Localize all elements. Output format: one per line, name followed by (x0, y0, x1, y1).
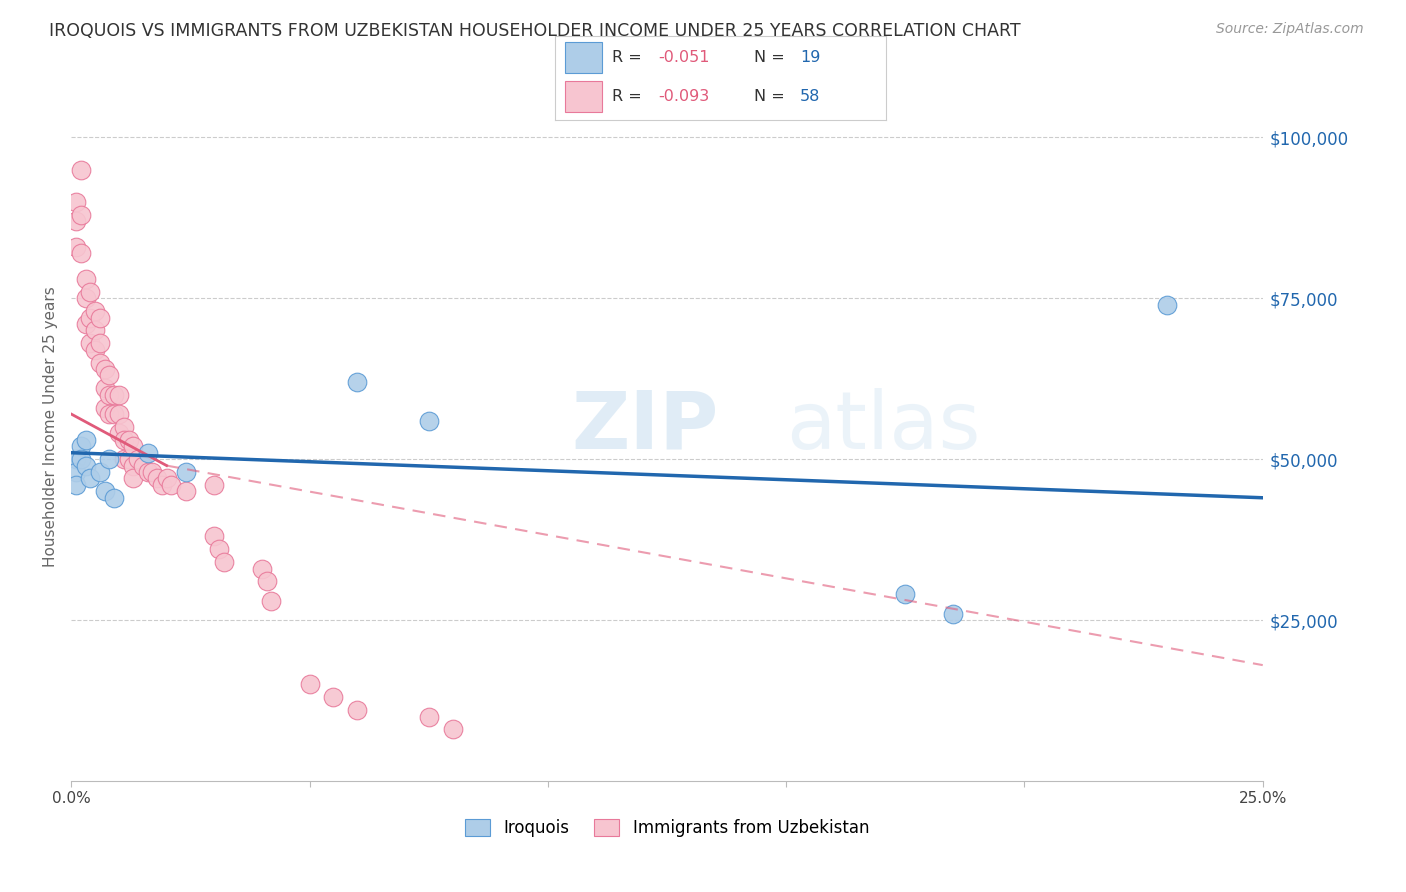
Point (108, 407, 131, 421)
Point (70, 439, 93, 453)
Bar (565, 43, 602, 73)
Point (942, 607, 965, 621)
Point (89, 310, 111, 325)
Text: R =: R = (612, 89, 647, 104)
Point (103, 491, 125, 505)
Point (174, 484, 197, 499)
Point (93, 484, 115, 499)
Point (93, 401, 115, 415)
Point (98, 452, 121, 467)
Point (65, 194, 87, 209)
Point (75, 433, 97, 447)
Point (70, 162, 93, 177)
Point (79, 310, 101, 325)
Point (75, 317, 97, 331)
Point (65, 240, 87, 254)
Point (75, 272, 97, 286)
Point (136, 446, 159, 460)
Point (79, 471, 101, 485)
Text: -0.093: -0.093 (658, 89, 709, 104)
Point (122, 471, 145, 485)
Point (103, 388, 125, 402)
Point (298, 677, 321, 691)
Point (127, 452, 149, 467)
Point (202, 478, 225, 492)
Point (122, 439, 145, 453)
Point (65, 478, 87, 492)
Point (70, 246, 93, 260)
Point (346, 703, 368, 717)
Point (208, 542, 231, 557)
Point (132, 458, 155, 473)
Point (98, 407, 121, 421)
Point (98, 368, 121, 383)
Point (98, 388, 121, 402)
Point (174, 465, 197, 479)
Text: Source: ZipAtlas.com: Source: ZipAtlas.com (1216, 22, 1364, 37)
Text: N =: N = (754, 89, 790, 104)
Point (894, 587, 917, 601)
Point (89, 356, 111, 370)
Point (75, 458, 97, 473)
Text: ZIP: ZIP (572, 388, 718, 466)
Point (70, 452, 93, 467)
Point (146, 471, 169, 485)
Point (346, 375, 368, 389)
Point (65, 214, 87, 228)
Point (108, 388, 131, 402)
Point (441, 723, 464, 737)
Point (108, 426, 131, 441)
Point (93, 381, 115, 395)
Point (141, 465, 163, 479)
Point (418, 413, 440, 427)
Text: N =: N = (754, 50, 790, 65)
Point (117, 452, 139, 467)
Point (212, 555, 235, 569)
Point (160, 478, 183, 492)
Point (65, 465, 87, 479)
Point (117, 433, 139, 447)
Point (112, 420, 135, 434)
Point (112, 452, 135, 467)
Point (112, 433, 135, 447)
Point (93, 362, 115, 376)
Point (122, 458, 145, 473)
Text: -0.051: -0.051 (658, 50, 709, 65)
Bar (565, 81, 602, 112)
Point (70, 208, 93, 222)
Text: 19: 19 (800, 50, 820, 65)
Point (89, 336, 111, 351)
Point (156, 471, 179, 485)
Point (75, 291, 97, 305)
Point (89, 465, 111, 479)
Text: atlas: atlas (786, 388, 980, 466)
Point (202, 529, 225, 543)
Text: R =: R = (612, 50, 647, 65)
Point (322, 690, 344, 705)
Text: IROQUOIS VS IMMIGRANTS FROM UZBEKISTAN HOUSEHOLDER INCOME UNDER 25 YEARS CORRELA: IROQUOIS VS IMMIGRANTS FROM UZBEKISTAN H… (49, 22, 1021, 40)
Point (418, 709, 440, 723)
Point (256, 574, 278, 589)
Point (84, 343, 107, 357)
Point (1156, 298, 1178, 312)
Point (250, 561, 273, 575)
Point (260, 593, 283, 607)
Point (150, 478, 173, 492)
Point (79, 285, 101, 299)
Point (84, 323, 107, 337)
Point (65, 452, 87, 467)
Point (84, 304, 107, 318)
Text: 58: 58 (800, 89, 820, 104)
Y-axis label: Householder Income Under 25 years: Householder Income Under 25 years (44, 286, 58, 567)
Legend: Iroquois, Immigrants from Uzbekistan: Iroquois, Immigrants from Uzbekistan (458, 812, 876, 844)
Point (103, 407, 125, 421)
Point (136, 465, 159, 479)
Point (79, 336, 101, 351)
